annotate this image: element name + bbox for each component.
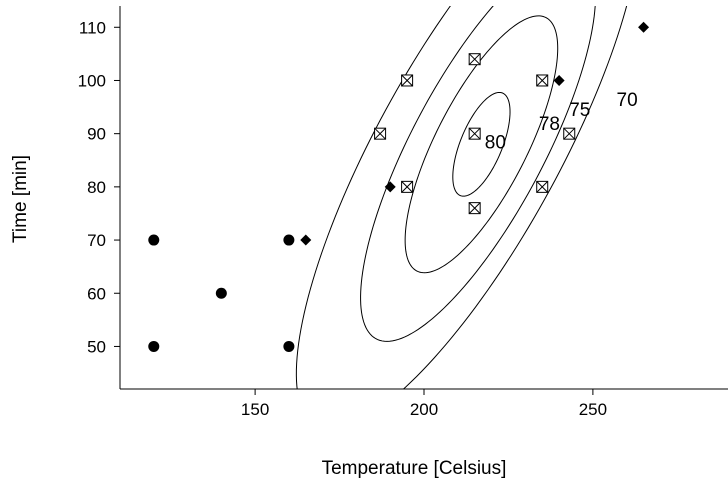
point-boxed-x	[468, 127, 481, 140]
y-axis-title: Time [min]	[10, 155, 31, 243]
x-axis-title: Temperature [Celsius]	[322, 458, 507, 479]
point-boxed-x	[468, 202, 481, 215]
point-circle	[283, 234, 295, 246]
axes	[119, 6, 728, 390]
contour-lines	[295, 6, 628, 389]
contour-line-80	[452, 91, 511, 197]
point-boxed-x	[536, 180, 549, 193]
point-boxed-x	[401, 180, 414, 193]
point-circle	[148, 234, 160, 246]
x-tick-label: 200	[410, 400, 438, 419]
contour-label-70: 70	[617, 90, 638, 111]
y-tick-label: 90	[87, 125, 106, 144]
axis-ticks: 150 200 250 50 60 70 80 90 100 110	[78, 18, 607, 419]
contour-labels: 80 78 75 70	[485, 90, 638, 154]
contour-line-78	[404, 15, 559, 274]
x-tick-label: 250	[579, 400, 607, 419]
point-diamond	[638, 21, 650, 33]
contour-label-80: 80	[485, 133, 506, 154]
y-tick-label: 50	[87, 337, 106, 356]
point-diamond	[300, 234, 312, 246]
point-diamond	[384, 181, 396, 193]
y-tick-label: 70	[87, 231, 106, 250]
point-boxed-x	[374, 127, 387, 140]
data-points	[148, 21, 650, 352]
y-tick-label: 80	[87, 178, 106, 197]
contour-line-75	[360, 6, 596, 342]
point-boxed-x	[536, 74, 549, 87]
contour-label-75: 75	[569, 100, 590, 121]
y-tick-label: 100	[78, 71, 106, 90]
contour-label-78: 78	[539, 114, 560, 135]
point-boxed-x	[563, 127, 576, 140]
y-tick-label: 60	[87, 284, 106, 303]
contour-line-70	[295, 6, 628, 389]
point-diamond	[553, 74, 565, 86]
point-circle	[215, 287, 227, 299]
point-boxed-x	[401, 74, 414, 87]
y-tick-label: 110	[79, 18, 106, 37]
point-boxed-x	[468, 53, 481, 66]
point-circle	[283, 340, 295, 352]
x-tick-label: 150	[241, 400, 269, 419]
point-circle	[148, 340, 160, 352]
